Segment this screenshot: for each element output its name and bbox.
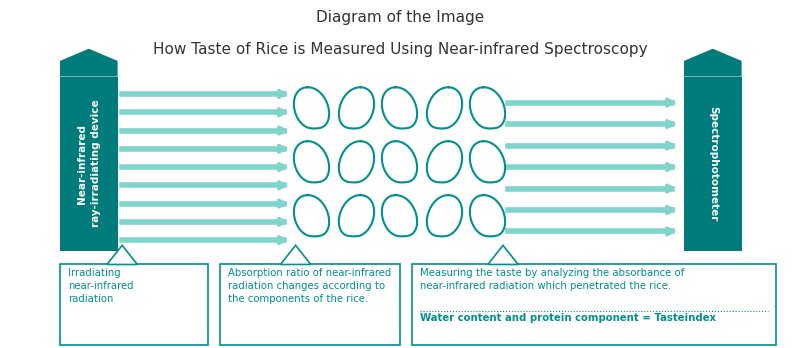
Polygon shape: [294, 195, 329, 236]
Polygon shape: [427, 141, 462, 182]
Text: Measuring the taste by analyzing the absorbance of
near-infrared radiation which: Measuring the taste by analyzing the abs…: [420, 268, 684, 291]
Polygon shape: [107, 245, 138, 264]
Polygon shape: [427, 87, 462, 128]
Bar: [412, 264, 776, 345]
Polygon shape: [427, 195, 462, 236]
Polygon shape: [382, 87, 417, 128]
Text: Water content and protein component = Tasteindex: Water content and protein component = Ta…: [420, 313, 716, 323]
Polygon shape: [60, 49, 118, 77]
Text: How Taste of Rice is Measured Using Near-infrared Spectroscopy: How Taste of Rice is Measured Using Near…: [153, 42, 647, 57]
Polygon shape: [339, 141, 374, 182]
Polygon shape: [470, 87, 505, 128]
Polygon shape: [339, 87, 374, 128]
Polygon shape: [294, 141, 329, 182]
Bar: [60, 77, 118, 251]
Polygon shape: [684, 49, 742, 77]
Polygon shape: [488, 245, 518, 264]
Polygon shape: [281, 245, 311, 264]
Polygon shape: [470, 195, 505, 236]
Text: Absorption ratio of near-infrared
radiation changes according to
the components : Absorption ratio of near-infrared radiat…: [228, 268, 391, 304]
Polygon shape: [470, 141, 505, 182]
Bar: [60, 264, 208, 345]
Text: Near-infrared
ray-irradiating device: Near-infrared ray-irradiating device: [77, 100, 101, 227]
Polygon shape: [339, 195, 374, 236]
Polygon shape: [382, 141, 417, 182]
Polygon shape: [294, 87, 329, 128]
Bar: [684, 77, 742, 251]
Text: Diagram of the Image: Diagram of the Image: [316, 10, 484, 25]
Bar: [220, 264, 400, 345]
Text: Spectrophotometer: Spectrophotometer: [708, 106, 718, 221]
Polygon shape: [382, 195, 417, 236]
Text: Irradiating
near-infrared
radiation: Irradiating near-infrared radiation: [68, 268, 134, 304]
